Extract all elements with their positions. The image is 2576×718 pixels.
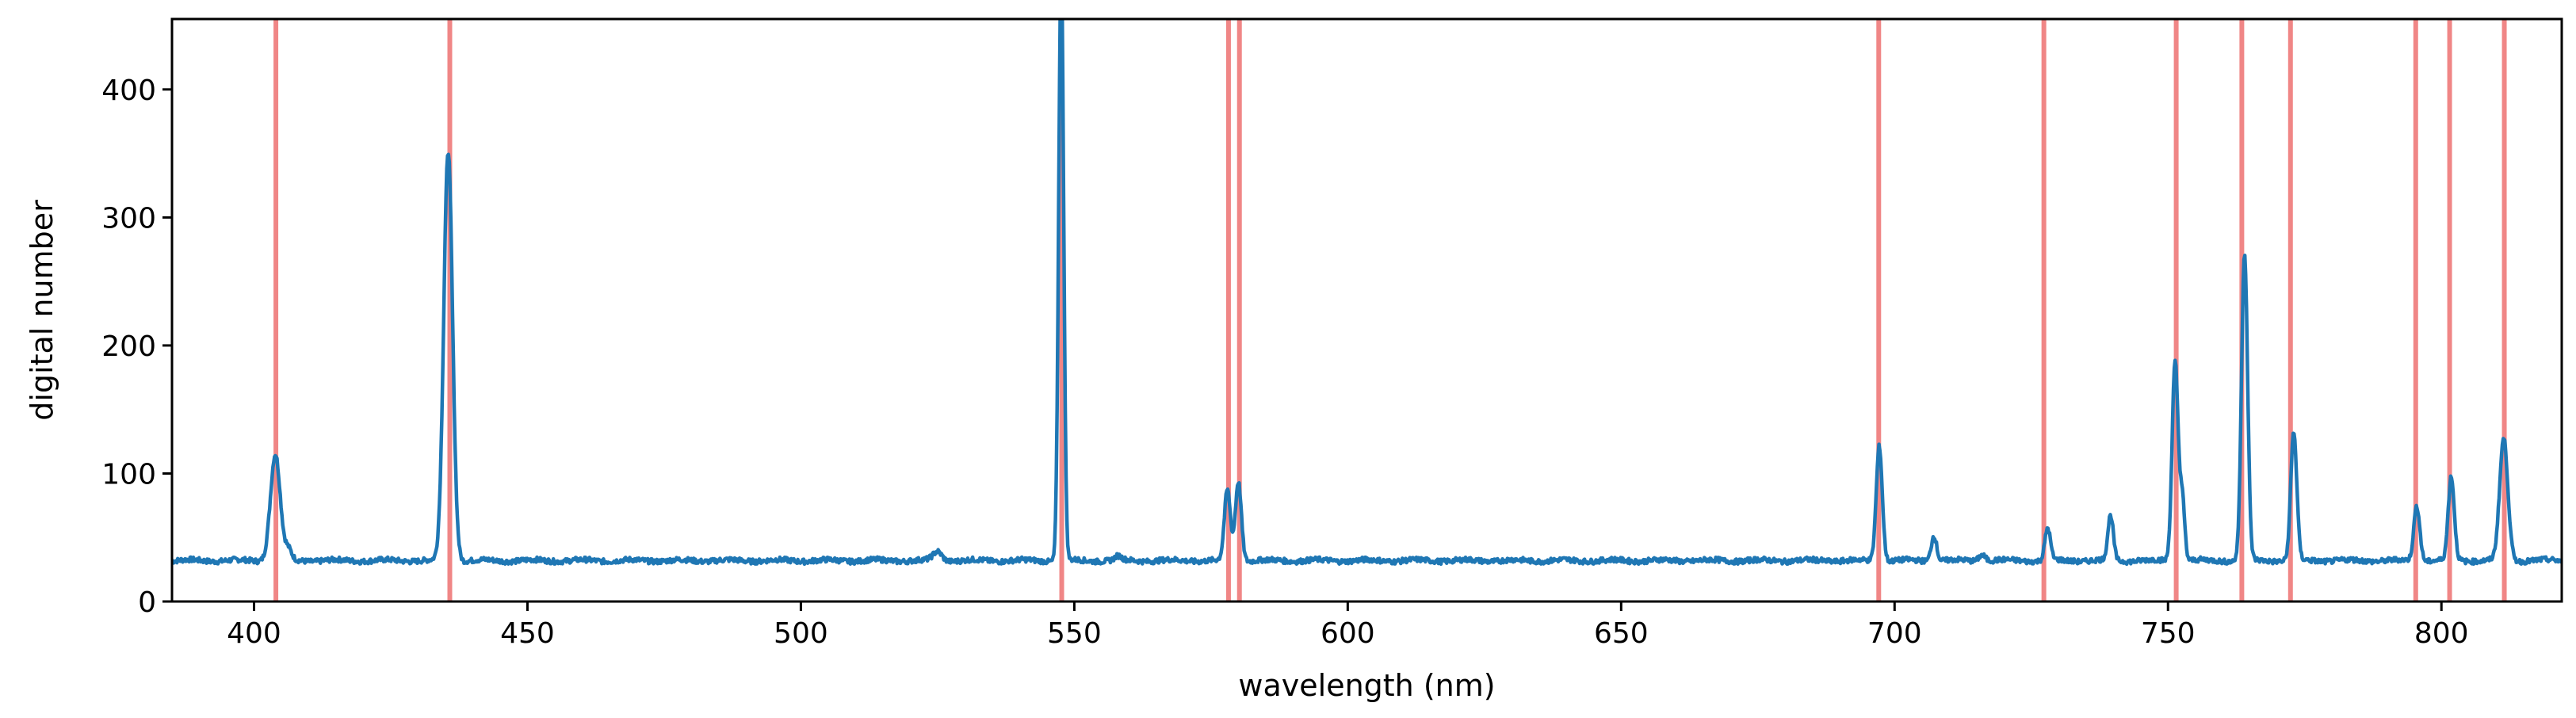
series-layer — [172, 19, 2562, 567]
x-tick-label: 450 — [500, 617, 555, 650]
y-axis-title: digital number — [25, 200, 59, 421]
x-tick-label: 800 — [2414, 617, 2469, 650]
plot-frame — [170, 17, 2563, 603]
x-axis: 400 450 500 550 600 650 700 750 800 — [227, 602, 2469, 650]
x-tick-label: 750 — [2141, 617, 2196, 650]
x-tick-label: 700 — [1867, 617, 1922, 650]
y-tick-label: 300 — [101, 202, 156, 235]
x-tick-label: 400 — [227, 617, 281, 650]
x-tick-label: 650 — [1594, 617, 1649, 650]
x-tick-label: 550 — [1047, 617, 1102, 650]
y-tick-label: 400 — [101, 74, 156, 107]
x-tick-label: 600 — [1320, 617, 1375, 650]
y-tick-label: 0 — [138, 586, 156, 619]
x-tick-label: 500 — [774, 617, 828, 650]
x-axis-title: wavelength (nm) — [1238, 668, 1495, 703]
spectrum-line — [172, 19, 2562, 567]
y-tick-label: 100 — [101, 458, 156, 491]
y-axis: 0 100 200 300 400 — [101, 74, 172, 619]
y-tick-label: 200 — [101, 330, 156, 363]
